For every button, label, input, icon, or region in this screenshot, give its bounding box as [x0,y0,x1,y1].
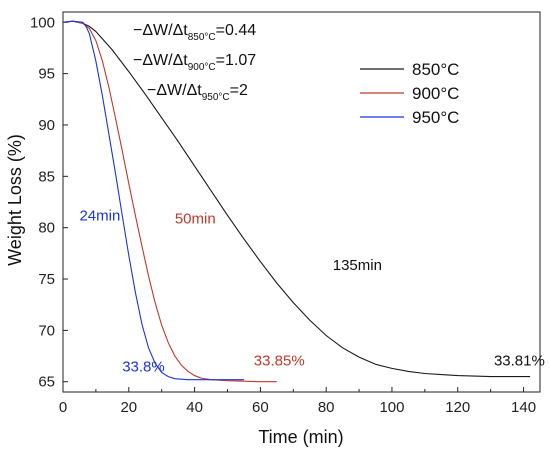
legend-label-950: 950°C [412,108,459,127]
plot-area [62,11,541,393]
legend-label-900: 900°C [412,84,459,103]
annotations: 24min 50min 135min 33.8% 33.85% 33.81% [79,207,544,375]
x-tick-label: 80 [318,399,335,416]
x-tick-label: 40 [186,399,203,416]
y-tick-label: 95 [38,66,55,83]
annotation-label: 33.85% [254,352,305,369]
x-tick-label: 100 [379,399,404,416]
series-line-2 [62,20,244,381]
legend: 850°C 900°C 950°C [360,60,459,127]
x-tick-label: 0 [59,399,67,416]
x-tick-label: 120 [445,399,470,416]
series-line-0 [62,20,531,378]
y-tick-label: 90 [38,117,55,134]
annotation-label: 24min [79,207,120,224]
annotation-label: 135min [333,257,382,274]
x-axis-title: Time (min) [258,427,343,447]
y-tick-label: 85 [38,168,55,185]
y-axis-title: Weight Loss (%) [5,134,25,266]
y-tick-label: 100 [30,14,55,31]
x-tick-label: 20 [120,399,137,416]
data-series [62,20,531,383]
annotation-label: 33.8% [122,358,165,375]
equation-950: −ΔW/Δt950°C=2 [147,82,248,103]
x-tick-label: 140 [511,399,536,416]
legend-label-850: 850°C [412,60,459,79]
plot-frame [62,11,541,393]
equation-900: −ΔW/Δt900°C=1.07 [133,52,256,73]
annotation-label: 33.81% [494,352,545,369]
y-tick-label: 70 [38,322,55,339]
annotation-label: 50min [175,211,216,228]
axis-ticks: 0 20 40 60 80 100 120 140 65 70 75 80 85 90 95 100 [30,14,536,416]
y-tick-label: 75 [38,271,55,288]
equation-850: −ΔW/Δt850°C=0.44 [133,22,256,43]
y-tick-label: 65 [38,374,55,391]
y-tick-label: 80 [38,220,55,237]
x-tick-label: 60 [252,399,269,416]
